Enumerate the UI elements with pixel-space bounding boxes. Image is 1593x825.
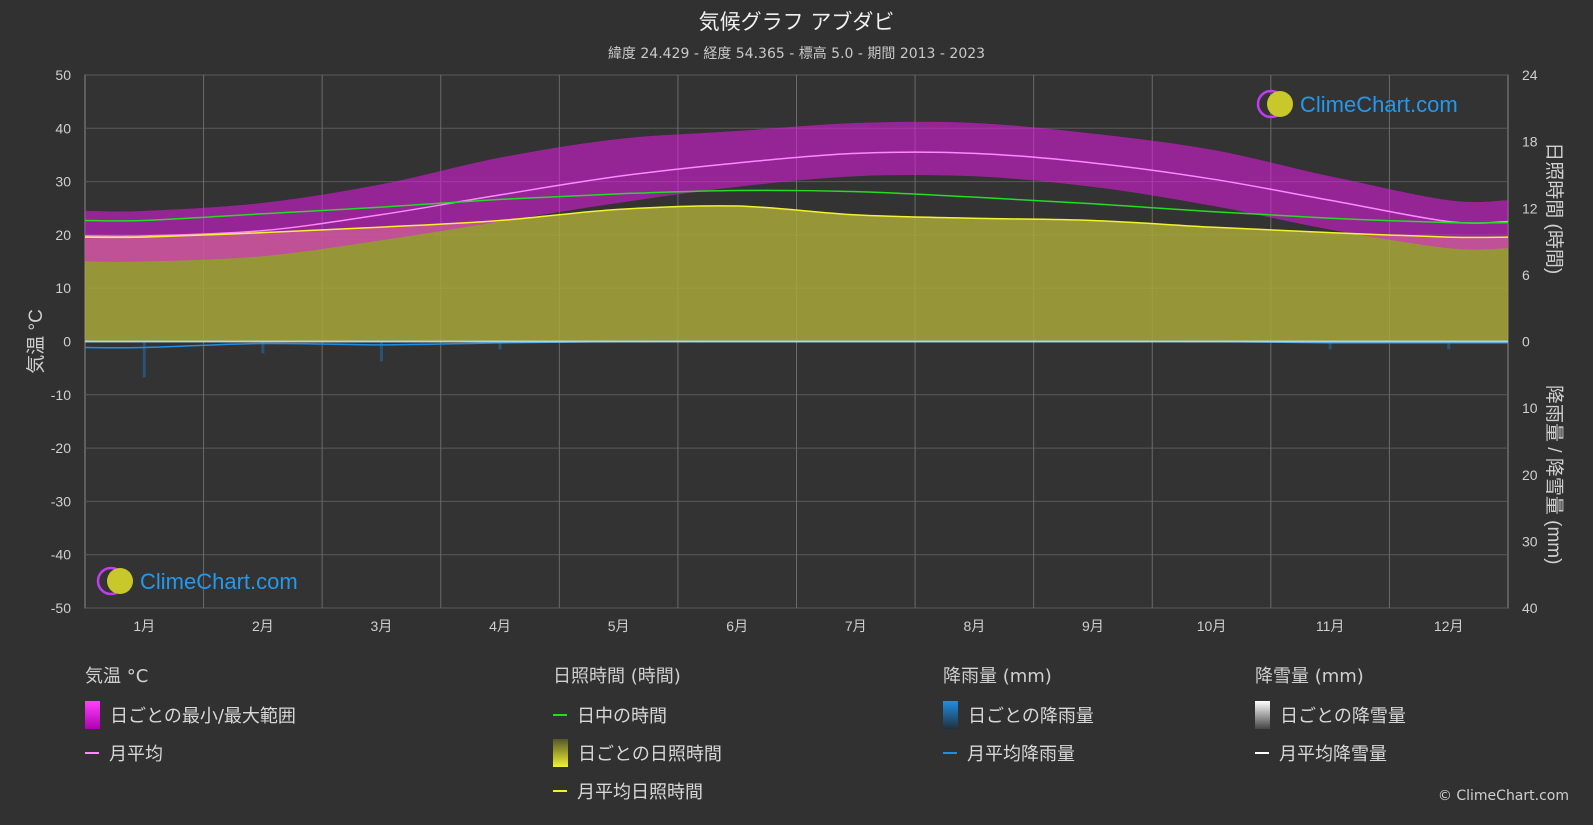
snow-daily-swatch [1255,701,1270,729]
watermark-text-top: ClimeChart.com [1300,92,1458,117]
y-right-precip-tick-label: 40 [1522,600,1538,616]
y-left-tick-label: -10 [51,387,71,403]
y-left-tick-label: -50 [51,600,71,616]
y-left-tick-label: 30 [55,174,71,190]
y-left-tick-label: 50 [55,67,71,83]
legend-snow-avg-label: 月平均降雪量 [1279,744,1387,765]
legend-snow-avg: 月平均降雪量 [1255,734,1406,772]
y-left-tick-label: -30 [51,493,71,509]
brand-sun-icon [1267,91,1293,117]
rain-daily-bar [498,341,502,350]
watermark-text-bottom: ClimeChart.com [140,569,298,594]
snow-avg-swatch [1255,752,1269,754]
x-tick-label: 9月 [1082,618,1104,634]
legend-rain-heading: 降雨量 (mm) [943,666,1052,687]
y-right-hours-tick-label: 18 [1522,134,1538,150]
daylight-line [84,189,1509,224]
legend-temp-range-label: 日ごとの最小/最大範囲 [110,706,296,727]
watermark-top: ClimeChart.com [1256,89,1458,119]
y-right-hours-tick-label: 0 [1522,334,1530,350]
x-tick-label: 12月 [1434,618,1464,634]
y-right-hours-tick-label: 6 [1522,267,1530,283]
y-left-tick-label: 20 [55,227,71,243]
x-tick-label: 3月 [371,618,393,634]
y-right-hours-axis-label: 日照時間 (時間) [1543,142,1565,274]
legend-rain-daily: 日ごとの降雨量 [943,696,1094,734]
y-right-precip-tick-label: 20 [1522,467,1538,483]
temperature-avg-line [84,151,1509,238]
x-tick-label: 8月 [963,618,985,634]
temp-range-swatch [85,701,100,729]
brand-sun-icon [107,568,133,594]
legend-snow-daily-label: 日ごとの降雪量 [1280,706,1406,727]
legend-temp-avg-label: 月平均 [109,744,163,765]
y-right-precip-axis-label: 降雨量 / 降雪量 (mm) [1543,385,1565,564]
legend-sunshine: 日照時間 (時間) 日中の時間 日ごとの日照時間 月平均日照時間 [553,662,722,810]
sunshine-daily-swatch [553,739,568,767]
rain-daily-swatch [943,701,958,729]
chart-subtitle: 緯度 24.429 - 経度 54.365 - 標高 5.0 - 期間 2013… [607,46,986,62]
y-left-tick-label: -20 [51,440,71,456]
legend-temperature-heading: 気温 °C [85,666,149,687]
sunshine-daily-area [85,205,1508,342]
legend-sunshine-daily: 日ごとの日照時間 [553,734,722,772]
x-tick-label: 4月 [489,618,511,634]
y-right-precip-tick-label: 10 [1522,400,1538,416]
chart-title: 気候グラフ アブダビ [698,10,895,34]
y-right-hours-tick-label: 24 [1522,67,1538,83]
temperature-range-band [85,121,1508,262]
y-left-tick-label: 40 [55,120,71,136]
x-tick-label: 2月 [252,618,274,634]
y-left-tick-label: 10 [55,280,71,296]
rain-avg-swatch [943,752,957,754]
rain-daily-bar [142,341,146,378]
x-tick-label: 11月 [1316,618,1345,634]
y-right-hours-tick-label: 12 [1522,200,1538,216]
y-right-precip-tick-label: 30 [1522,533,1538,549]
legend-snow-daily: 日ごとの降雪量 [1255,696,1406,734]
rain-daily-bar [1328,341,1332,350]
x-tick-label: 6月 [726,618,748,634]
legend-rain: 降雨量 (mm) 日ごとの降雨量 月平均降雨量 [943,662,1094,772]
legend-temperature: 気温 °C 日ごとの最小/最大範囲 月平均 [85,662,296,772]
legend-sunshine-daily-label: 日ごとの日照時間 [578,744,722,765]
daylight-swatch [553,714,567,716]
legend-rain-daily-label: 日ごとの降雨量 [968,706,1094,727]
x-tick-label: 5月 [608,618,630,634]
rain-daily-bar [1447,341,1451,350]
legend-rain-avg-label: 月平均降雨量 [967,744,1075,765]
sunshine-avg-swatch [553,790,567,792]
legend-temp-range: 日ごとの最小/最大範囲 [85,696,296,734]
temp-avg-swatch [85,752,99,754]
legend-sunshine-avg-label: 月平均日照時間 [577,782,703,803]
rain-daily-bar [261,341,265,354]
sunshine-avg-line [84,205,1509,239]
legend-temp-avg: 月平均 [85,734,296,772]
legend-snow-heading: 降雪量 (mm) [1255,666,1364,687]
legend-snow: 降雪量 (mm) 日ごとの降雪量 月平均降雪量 [1255,662,1406,772]
legend-rain-avg: 月平均降雨量 [943,734,1094,772]
legend-sunshine-heading: 日照時間 (時間) [553,666,681,687]
legend-sunshine-avg: 月平均日照時間 [553,772,722,810]
y-left-tick-label: 0 [63,334,71,350]
watermark-bottom: ClimeChart.com [96,566,298,596]
copyright: © ClimeChart.com [1437,788,1569,804]
x-tick-label: 10月 [1197,618,1227,634]
legend-daylight: 日中の時間 [553,696,722,734]
x-tick-label: 7月 [845,618,867,634]
y-left-axis-label: 気温 °C [25,309,47,374]
rain-daily-bar [379,341,383,362]
legend-daylight-label: 日中の時間 [577,706,667,727]
x-tick-label: 1月 [133,618,155,634]
y-left-tick-label: -40 [51,547,71,563]
